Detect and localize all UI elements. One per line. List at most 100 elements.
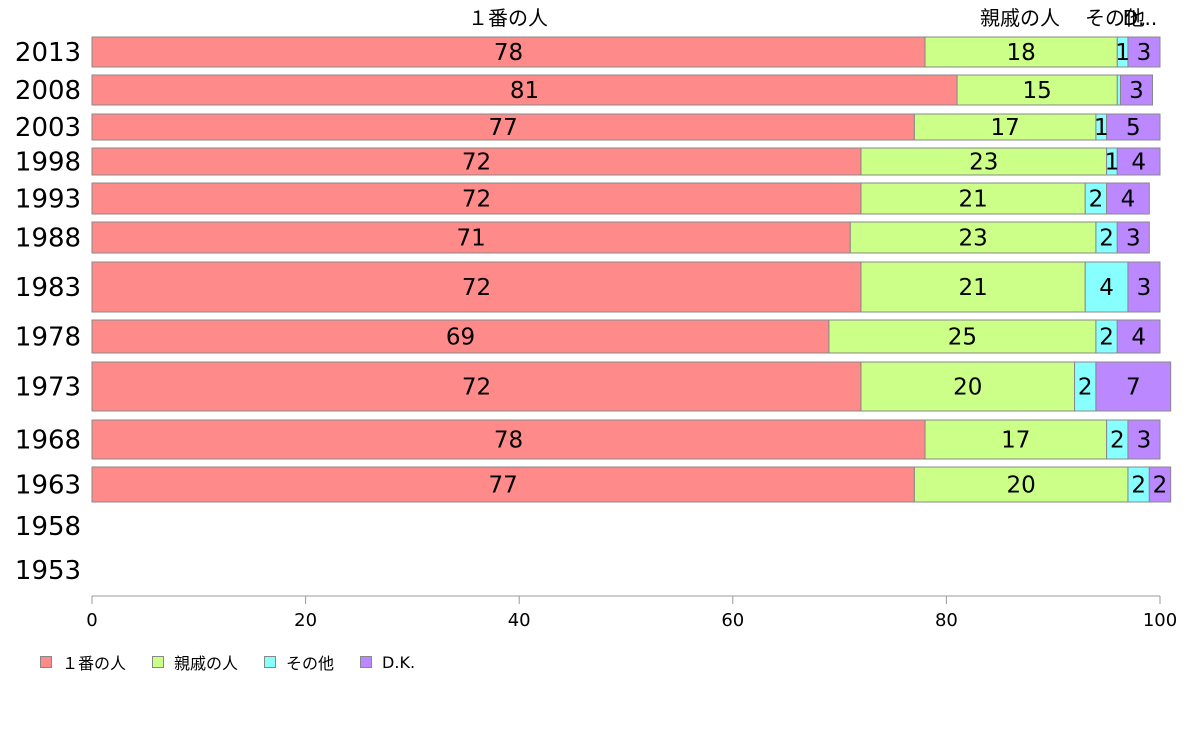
bar-segment-1978-shinseki: [828, 319, 1097, 354]
bar-segment-1968-ichiban: [91, 419, 926, 460]
bar-label-1963-shinseki: 20: [1007, 473, 1036, 499]
bar-segment-2013-shinseki: [924, 36, 1118, 68]
x-tick-label-60: 60: [721, 610, 744, 631]
bar-label-1988-ichiban: 71: [456, 226, 485, 252]
year-label-2003: 2003: [15, 113, 81, 143]
year-label-2013: 2013: [15, 38, 81, 68]
legend-item-shinseki: 親戚の人: [152, 650, 238, 674]
bar-label-1993-sonota: 2: [1089, 187, 1104, 213]
bar-label-1983-dk: 3: [1137, 275, 1152, 301]
bar-segment-1973-ichiban: [91, 361, 862, 412]
column-header-shinseki: 親戚の人: [980, 6, 1060, 30]
bar-label-1983-ichiban: 72: [462, 275, 491, 301]
bar-label-1983-sonota: 4: [1099, 275, 1114, 301]
column-header-ichiban: １番の人: [468, 6, 548, 30]
bar-segment-1988-dk: [1116, 221, 1150, 254]
legend-swatch-shinseki: [152, 656, 165, 668]
bar-label-2003-dk: 5: [1126, 115, 1141, 141]
bar-segment-1998-dk: [1116, 147, 1161, 176]
bar-label-1983-shinseki: 21: [958, 275, 987, 301]
bar-label-1993-ichiban: 72: [462, 187, 491, 213]
bar-segment-1968-shinseki: [924, 419, 1108, 460]
bar-segment-1973-shinseki: [860, 361, 1076, 412]
bar-label-1968-ichiban: 78: [494, 428, 523, 454]
bar-label-1963-dk: 2: [1153, 473, 1168, 499]
legend-item-sonota: その他: [264, 650, 334, 674]
bar-label-1993-shinseki: 21: [958, 187, 987, 213]
legend-label-ichiban: １番の人: [62, 654, 127, 673]
bar-label-1988-dk: 3: [1126, 226, 1141, 252]
bar-label-1968-dk: 3: [1137, 428, 1152, 454]
bar-label-1963-ichiban: 77: [489, 473, 518, 499]
year-label-2008: 2008: [15, 76, 81, 106]
bar-label-2013-sonota: 1: [1115, 40, 1130, 66]
year-label-1973: 1973: [15, 373, 81, 403]
bar-segment-1983-ichiban: [91, 261, 862, 313]
year-label-1953: 1953: [15, 556, 81, 586]
bar-label-2003-shinseki: 17: [990, 115, 1019, 141]
bar-segment-2013-ichiban: [91, 36, 926, 68]
bar-segment-1988-ichiban: [91, 221, 851, 254]
bar-label-1998-dk: 4: [1131, 150, 1146, 176]
year-label-1968: 1968: [15, 426, 81, 456]
bar-label-1973-dk: 7: [1126, 375, 1141, 401]
bar-segment-1983-shinseki: [860, 261, 1086, 313]
bar-label-2013-ichiban: 78: [494, 40, 523, 66]
bar-segment-2003-shinseki: [913, 113, 1097, 141]
year-label-1983: 1983: [15, 273, 81, 303]
year-label-1988: 1988: [15, 224, 81, 254]
bar-label-2003-ichiban: 77: [489, 115, 518, 141]
bar-segment-1978-dk: [1116, 319, 1161, 354]
legend-label-shinseki: 親戚の人: [174, 654, 239, 673]
x-tick-label-40: 40: [508, 610, 531, 631]
year-label-1998: 1998: [15, 148, 81, 178]
bar-segment-2013-dk: [1127, 36, 1161, 68]
bar-segment-1978-ichiban: [91, 319, 830, 354]
bar-label-1978-dk: 4: [1131, 325, 1146, 351]
bar-label-1973-shinseki: 20: [953, 375, 982, 401]
bar-segment-2008-shinseki: [956, 74, 1118, 106]
year-label-1963: 1963: [15, 471, 81, 501]
bar-label-1998-ichiban: 72: [462, 150, 491, 176]
bar-label-1968-shinseki: 17: [1001, 428, 1030, 454]
bar-segment-1963-dk: [1148, 466, 1172, 503]
bar-segment-2003-ichiban: [91, 113, 915, 141]
bar-segment-1968-dk: [1127, 419, 1161, 460]
year-label-1958: 1958: [15, 512, 81, 542]
bar-label-2013-shinseki: 18: [1007, 40, 1036, 66]
x-tick-label-0: 0: [86, 610, 97, 631]
legend-item-ichiban: １番の人: [40, 650, 126, 674]
bar-segment-1973-dk: [1095, 361, 1172, 412]
bar-segment-1988-shinseki: [849, 221, 1097, 254]
bar-label-2013-dk: 3: [1137, 40, 1152, 66]
bar-label-1973-ichiban: 72: [462, 375, 491, 401]
bar-segment-1963-shinseki: [913, 466, 1129, 503]
bar-label-1978-sonota: 2: [1099, 325, 1114, 351]
year-label-1978: 1978: [15, 323, 81, 353]
bar-segment-1998-shinseki: [860, 147, 1108, 176]
legend-swatch-ichiban: [40, 656, 52, 668]
bar-label-2008-shinseki: 15: [1023, 78, 1052, 104]
bar-label-1963-sonota: 2: [1131, 473, 1146, 499]
bar-segment-1983-dk: [1127, 261, 1161, 313]
column-header-dk: D...: [1123, 6, 1157, 30]
legend-label-sonota: その他: [286, 654, 335, 673]
legend-swatch-dk: [360, 656, 373, 668]
bar-label-2003-sonota: 1: [1094, 115, 1109, 141]
bar-segment-1993-shinseki: [860, 182, 1086, 215]
bar-segment-2003-dk: [1106, 113, 1161, 141]
bar-segment-1993-ichiban: [91, 182, 862, 215]
bar-segment-1983-sonota: [1084, 261, 1129, 313]
bar-label-1973-sonota: 2: [1078, 375, 1093, 401]
bar-label-1978-ichiban: 69: [446, 325, 475, 351]
x-tick-label-20: 20: [294, 610, 317, 631]
bar-label-2008-ichiban: 81: [510, 78, 539, 104]
bar-label-1988-shinseki: 23: [958, 226, 987, 252]
legend-item-dk: D.K.: [360, 653, 415, 672]
bar-segment-1963-ichiban: [91, 466, 915, 503]
bar-segment-2008-dk: [1119, 74, 1154, 106]
bar-segment-1993-dk: [1106, 182, 1150, 215]
legend-label-dk: D.K.: [382, 652, 416, 672]
bar-segment-2008-ichiban: [91, 74, 958, 106]
bar-label-1993-dk: 4: [1121, 187, 1136, 213]
